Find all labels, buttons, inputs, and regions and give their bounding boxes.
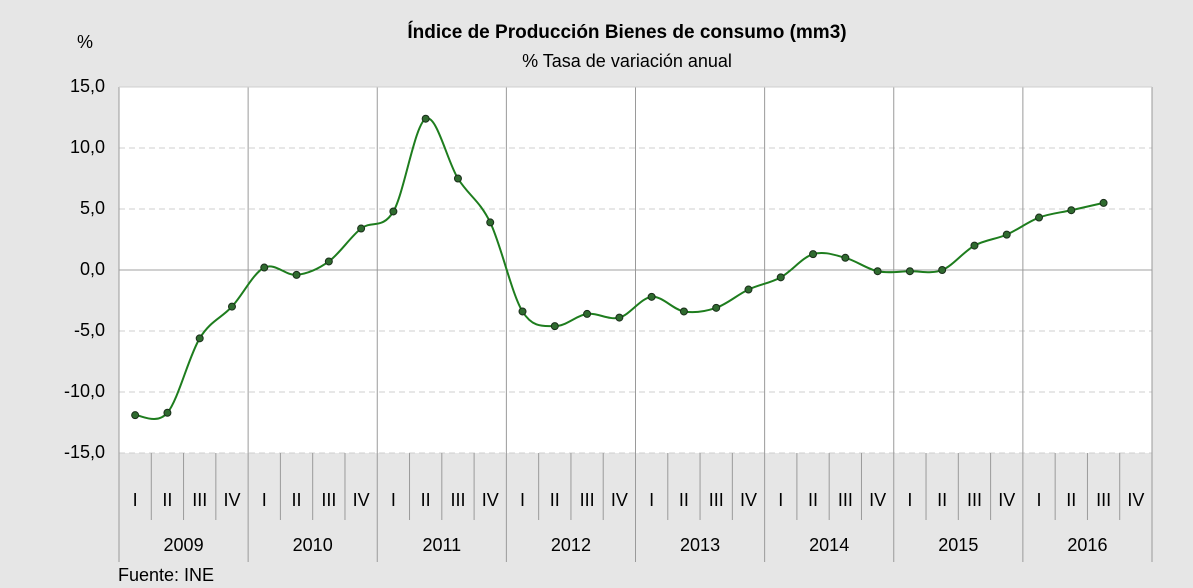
source-note: Fuente: INE (118, 565, 214, 585)
x-tick-label: I (391, 490, 396, 510)
data-point (357, 224, 366, 233)
year-label: 2009 (164, 535, 204, 555)
data-point (518, 307, 527, 316)
x-tick-label: II (1066, 490, 1076, 510)
data-point (970, 241, 979, 250)
data-point (679, 307, 688, 316)
x-tick-label: II (550, 490, 560, 510)
x-tick-label: IV (740, 490, 757, 510)
x-tick-label: II (162, 490, 172, 510)
x-tick-label: II (421, 490, 431, 510)
y-tick-label: 0,0 (80, 259, 105, 279)
data-point (776, 273, 785, 282)
x-tick-label: IV (1127, 490, 1144, 510)
data-point (938, 266, 947, 274)
x-tick-label: I (649, 490, 654, 510)
data-point (195, 334, 204, 343)
data-point (389, 207, 398, 216)
x-tick-label: IV (611, 490, 628, 510)
data-point (421, 114, 430, 123)
x-tick-label: I (520, 490, 525, 510)
year-label: 2015 (938, 535, 978, 555)
x-tick-label: II (937, 490, 947, 510)
x-tick-label: II (808, 490, 818, 510)
year-label: 2010 (293, 535, 333, 555)
data-point (292, 270, 301, 279)
x-tick-label: III (967, 490, 982, 510)
year-label: 2012 (551, 535, 591, 555)
x-tick-label: III (580, 490, 595, 510)
x-tick-label: IV (869, 490, 886, 510)
data-point (324, 257, 333, 266)
year-label: 2016 (1067, 535, 1107, 555)
x-tick-label: III (838, 490, 853, 510)
year-label: 2014 (809, 535, 849, 555)
data-point (647, 292, 656, 301)
x-tick-label: I (133, 490, 138, 510)
x-tick-label: III (709, 490, 724, 510)
data-point (260, 263, 269, 272)
x-tick-label: I (778, 490, 783, 510)
y-axis-label: % (77, 32, 93, 52)
data-point (744, 285, 753, 294)
data-point (873, 267, 882, 276)
data-point (550, 322, 559, 331)
x-tick-label: III (321, 490, 336, 510)
data-point (486, 218, 495, 227)
x-tick-label: IV (223, 490, 240, 510)
data-point (1099, 198, 1108, 207)
y-tick-label: -10,0 (64, 381, 105, 401)
data-point (1067, 206, 1076, 215)
data-point (905, 267, 914, 276)
x-tick-label: I (1037, 490, 1042, 510)
chart-subtitle: % Tasa de variación anual (522, 51, 732, 71)
x-tick-label: III (192, 490, 207, 510)
data-point (712, 303, 721, 312)
data-point (453, 174, 462, 183)
y-tick-label: 5,0 (80, 198, 105, 218)
x-tick-label: I (907, 490, 912, 510)
year-label: 2011 (422, 535, 461, 555)
data-point (583, 309, 592, 318)
x-tick-label: II (292, 490, 302, 510)
x-tick-label: IV (482, 490, 499, 510)
data-point (131, 411, 140, 420)
chart-title: Índice de Producción Bienes de consumo (… (407, 21, 846, 43)
data-point (227, 302, 236, 311)
data-point (163, 408, 172, 417)
x-tick-label: I (262, 490, 267, 510)
data-point (809, 250, 818, 259)
x-tick-label: III (1096, 490, 1111, 510)
x-tick-label: II (679, 490, 689, 510)
y-tick-label: -5,0 (74, 320, 105, 340)
x-tick-label: III (450, 490, 465, 510)
x-tick-label: IV (998, 490, 1015, 510)
y-tick-label: 15,0 (70, 76, 105, 96)
data-point (615, 313, 624, 322)
y-tick-label: 10,0 (70, 137, 105, 157)
y-tick-label: -15,0 (64, 442, 105, 462)
year-label: 2013 (680, 535, 720, 555)
data-point (841, 253, 850, 262)
data-point (1035, 213, 1044, 222)
data-point (1002, 230, 1011, 239)
x-tick-label: IV (353, 490, 370, 510)
